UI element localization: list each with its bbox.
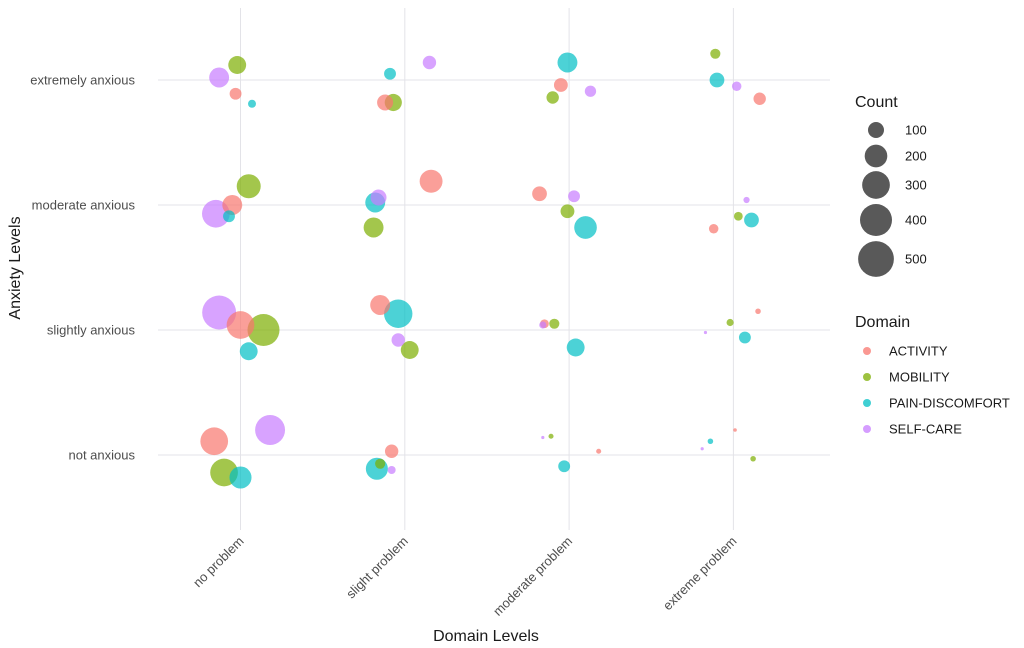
point-self-care <box>387 466 396 474</box>
point-pain-discomfort <box>223 210 235 223</box>
size-legend-label: 500 <box>905 252 927 267</box>
point-activity <box>733 428 737 432</box>
point-activity <box>200 427 229 456</box>
size-legend-label: 200 <box>905 149 927 164</box>
point-mobility <box>363 217 384 238</box>
size-legend: Count 100 200 300 400 500 <box>855 94 927 277</box>
point-mobility <box>750 455 756 462</box>
point-pain-discomfort <box>384 299 413 328</box>
y-tick-label: extremely anxious <box>30 73 135 88</box>
point-pain-discomfort <box>384 67 396 80</box>
point-self-care <box>370 189 387 206</box>
point-activity <box>553 78 568 92</box>
point-self-care <box>422 55 437 70</box>
point-activity <box>419 169 443 193</box>
point-mobility <box>548 433 554 439</box>
point-mobility <box>546 91 559 104</box>
point-mobility <box>733 211 743 221</box>
size-legend-label: 400 <box>905 213 927 228</box>
x-axis-tick-labels: no problem slight problem moderate problem… <box>190 534 740 619</box>
color-legend-label: MOBILITY <box>889 370 950 385</box>
y-tick-label: slightly anxious <box>47 323 136 338</box>
size-legend-label: 100 <box>905 123 927 138</box>
size-legend-label: 300 <box>905 178 927 193</box>
point-self-care <box>539 321 547 329</box>
point-activity <box>370 295 391 315</box>
point-pain-discomfort <box>239 342 258 361</box>
point-activity <box>229 87 242 100</box>
point-pain-discomfort <box>707 438 714 445</box>
point-pain-discomfort <box>557 52 578 73</box>
size-legend-swatch <box>860 204 892 236</box>
point-mobility <box>549 318 560 329</box>
point-self-care <box>703 330 708 335</box>
y-axis-tick-labels: not anxious slightly anxious moderate anxi… <box>30 73 135 463</box>
point-self-care <box>700 447 704 451</box>
color-legend-label: PAIN-DISCOMFORT <box>889 396 1010 411</box>
grid-lines <box>158 8 830 530</box>
point-mobility <box>375 458 386 469</box>
point-mobility <box>247 314 280 346</box>
point-self-care <box>743 196 750 204</box>
data-points <box>200 48 766 489</box>
point-mobility <box>236 174 261 199</box>
color-legend-label: ACTIVITY <box>889 344 948 359</box>
x-axis-title: Domain Levels <box>433 628 539 645</box>
point-pain-discomfort <box>248 99 257 108</box>
color-legend-swatch <box>863 425 871 433</box>
point-activity <box>596 448 602 454</box>
point-pain-discomfort <box>709 72 725 88</box>
point-self-care <box>584 85 597 97</box>
color-legend-title: Domain <box>855 314 910 331</box>
point-pain-discomfort <box>574 216 597 239</box>
x-tick-label: no problem <box>190 534 247 591</box>
point-mobility <box>400 341 419 359</box>
point-activity <box>753 92 766 105</box>
color-legend-swatch <box>863 399 871 407</box>
point-activity <box>222 195 243 215</box>
x-tick-label: extreme problem <box>660 534 740 614</box>
size-legend-swatch <box>864 144 888 168</box>
point-pain-discomfort <box>229 466 252 489</box>
y-tick-label: moderate anxious <box>32 198 136 213</box>
size-legend-swatch <box>858 241 894 277</box>
size-legend-swatch <box>868 122 884 138</box>
point-activity <box>377 94 394 111</box>
point-mobility <box>560 204 575 219</box>
point-activity <box>532 186 547 202</box>
point-self-care <box>391 333 405 347</box>
size-legend-swatch <box>862 171 890 199</box>
color-legend-swatch <box>863 347 871 355</box>
point-activity <box>755 308 761 315</box>
point-activity <box>226 311 255 339</box>
point-activity <box>708 224 719 234</box>
point-self-care <box>731 81 742 91</box>
point-mobility <box>710 48 721 59</box>
point-self-care <box>541 435 545 440</box>
point-pain-discomfort <box>558 460 571 473</box>
point-pain-discomfort <box>566 338 585 357</box>
point-pain-discomfort <box>738 331 751 344</box>
y-axis-title: Anxiety Levels <box>7 216 24 319</box>
x-tick-label: slight problem <box>343 534 411 602</box>
point-mobility <box>726 318 734 327</box>
point-self-care <box>568 190 580 203</box>
size-legend-title: Count <box>855 94 898 111</box>
color-legend-label: SELF-CARE <box>889 422 962 437</box>
point-mobility <box>228 56 247 74</box>
color-legend: Domain ACTIVITY MOBILITY PAIN-DISCOMFORT SE… <box>855 314 1010 437</box>
y-tick-label: not anxious <box>69 448 136 463</box>
x-tick-label: moderate problem <box>490 534 575 619</box>
point-pain-discomfort <box>744 212 759 228</box>
color-legend-swatch <box>863 373 871 381</box>
point-self-care <box>209 67 230 88</box>
point-activity <box>384 444 399 458</box>
point-self-care <box>255 415 286 445</box>
